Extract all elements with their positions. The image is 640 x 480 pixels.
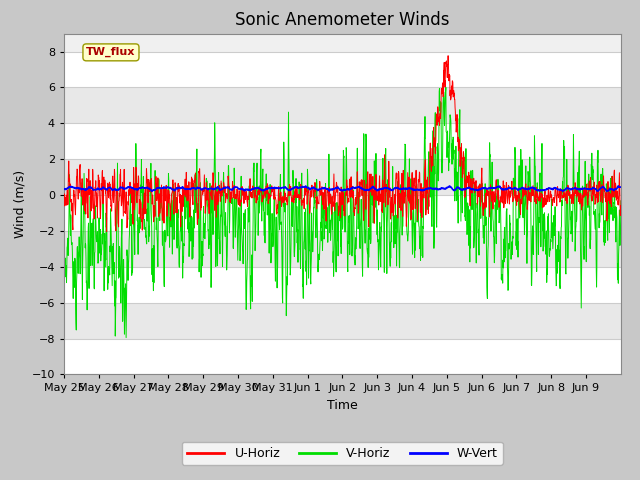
W-Vert — [60, 186, 68, 192]
Bar — [64, 51, 621, 87]
W-Vert — [331, 186, 339, 192]
U-Horiz — [444, 53, 452, 59]
Title: Sonic Anemometer Winds: Sonic Anemometer Winds — [235, 11, 450, 29]
W-Vert — [88, 186, 96, 192]
V-Horiz — [331, 210, 339, 216]
Bar — [64, 195, 621, 231]
V-Horiz — [316, 237, 324, 242]
V-Horiz — [88, 263, 96, 268]
U-Horiz — [60, 192, 68, 198]
U-Horiz — [316, 189, 324, 195]
W-Vert — [617, 184, 625, 190]
W-Vert — [499, 187, 506, 192]
Bar — [64, 231, 621, 267]
U-Horiz — [602, 195, 609, 201]
V-Horiz — [602, 240, 609, 245]
Bar — [64, 303, 621, 338]
W-Vert — [601, 186, 609, 192]
Bar — [64, 267, 621, 303]
W-Vert — [316, 186, 324, 192]
Line: V-Horiz: V-Horiz — [64, 87, 621, 337]
Bar — [64, 338, 621, 374]
Bar — [64, 123, 621, 159]
U-Horiz — [103, 228, 111, 234]
V-Horiz — [617, 198, 625, 204]
W-Vert — [614, 183, 622, 189]
U-Horiz — [499, 184, 507, 190]
Line: W-Vert: W-Vert — [64, 186, 621, 191]
Bar — [64, 87, 621, 123]
W-Vert — [601, 186, 609, 192]
X-axis label: Time: Time — [327, 399, 358, 412]
Bar — [64, 159, 621, 195]
V-Horiz — [499, 257, 507, 263]
U-Horiz — [331, 199, 339, 205]
Y-axis label: Wind (m/s): Wind (m/s) — [13, 170, 26, 238]
U-Horiz — [601, 191, 609, 197]
Text: TW_flux: TW_flux — [86, 47, 136, 58]
Legend: U-Horiz, V-Horiz, W-Vert: U-Horiz, V-Horiz, W-Vert — [182, 442, 503, 465]
Line: U-Horiz: U-Horiz — [64, 56, 621, 231]
V-Horiz — [122, 335, 130, 340]
V-Horiz — [601, 217, 609, 223]
W-Vert — [593, 188, 601, 194]
U-Horiz — [88, 182, 96, 188]
V-Horiz — [60, 301, 68, 307]
V-Horiz — [442, 84, 450, 90]
U-Horiz — [617, 203, 625, 208]
